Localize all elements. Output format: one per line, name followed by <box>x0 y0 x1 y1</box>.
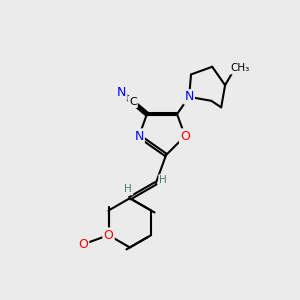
Text: O: O <box>180 130 190 142</box>
Text: H: H <box>159 175 167 185</box>
Text: N: N <box>184 90 194 104</box>
Text: O: O <box>78 238 88 251</box>
Text: C: C <box>129 97 137 107</box>
Text: N: N <box>134 130 144 142</box>
Text: H: H <box>124 184 132 194</box>
Text: O: O <box>103 229 113 242</box>
Text: CH₃: CH₃ <box>231 63 250 73</box>
Text: N: N <box>117 86 126 99</box>
